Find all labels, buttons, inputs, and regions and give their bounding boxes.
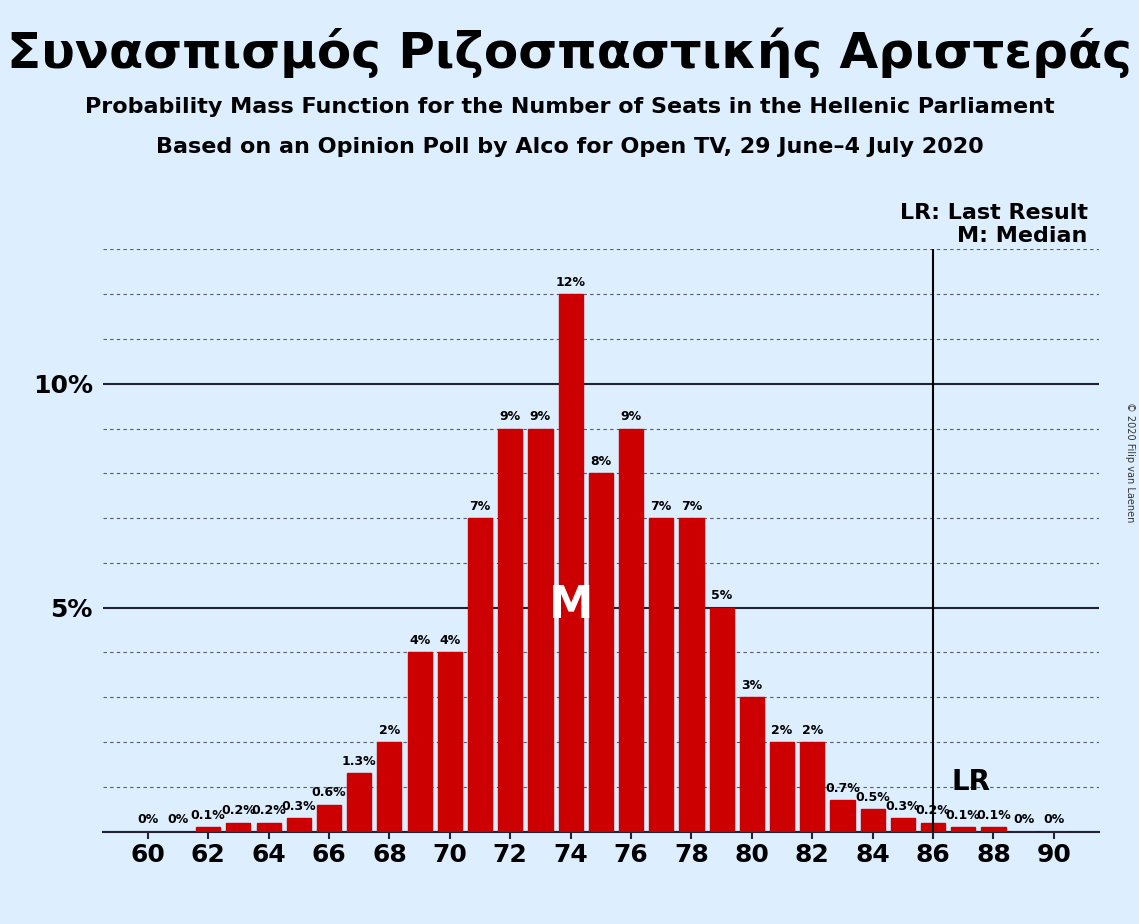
Text: 7%: 7%	[650, 500, 672, 513]
Bar	[347, 773, 371, 832]
Text: 9%: 9%	[621, 410, 641, 423]
Bar	[618, 429, 644, 832]
Text: 2%: 2%	[771, 723, 793, 736]
Bar	[649, 518, 673, 832]
Bar	[227, 822, 251, 832]
Bar	[770, 742, 794, 832]
Text: Based on an Opinion Poll by Alco for Open TV, 29 June–4 July 2020: Based on an Opinion Poll by Alco for Ope…	[156, 137, 983, 157]
Bar	[437, 652, 462, 832]
Text: M: M	[549, 584, 592, 627]
Text: 0%: 0%	[1013, 813, 1034, 826]
Bar	[982, 827, 1006, 832]
Text: © 2020 Filip van Laenen: © 2020 Filip van Laenen	[1125, 402, 1134, 522]
Bar	[256, 822, 280, 832]
Text: 0%: 0%	[137, 813, 158, 826]
Bar	[317, 805, 341, 832]
Text: 0.5%: 0.5%	[855, 791, 890, 804]
Text: 0.2%: 0.2%	[916, 804, 950, 817]
Text: 0.3%: 0.3%	[281, 800, 317, 813]
Text: 0.1%: 0.1%	[191, 808, 226, 821]
Text: Συνασπισμός Ριζοσπαστικής Αριστεράς: Συνασπισμός Ριζοσπαστικής Αριστεράς	[7, 28, 1132, 79]
Bar	[951, 827, 975, 832]
Bar	[589, 473, 613, 832]
Text: 4%: 4%	[440, 634, 460, 647]
Text: 0.2%: 0.2%	[252, 804, 286, 817]
Bar	[891, 818, 915, 832]
Text: 9%: 9%	[530, 410, 551, 423]
Text: 9%: 9%	[500, 410, 521, 423]
Bar	[377, 742, 401, 832]
Bar	[498, 429, 523, 832]
Text: M: Median: M: Median	[958, 226, 1088, 247]
Text: 2%: 2%	[379, 723, 400, 736]
Text: 4%: 4%	[409, 634, 431, 647]
Text: 0.3%: 0.3%	[885, 800, 920, 813]
Text: 2%: 2%	[802, 723, 822, 736]
Text: 7%: 7%	[469, 500, 491, 513]
Text: 3%: 3%	[741, 679, 762, 692]
Text: 0%: 0%	[167, 813, 189, 826]
Bar	[739, 698, 764, 832]
Bar	[468, 518, 492, 832]
Bar	[528, 429, 552, 832]
Text: LR: Last Result: LR: Last Result	[900, 203, 1088, 224]
Bar	[830, 800, 854, 832]
Bar	[800, 742, 825, 832]
Text: 12%: 12%	[556, 276, 585, 289]
Bar	[710, 608, 734, 832]
Text: 1.3%: 1.3%	[342, 755, 377, 768]
Text: 7%: 7%	[681, 500, 702, 513]
Text: 0%: 0%	[1043, 813, 1065, 826]
Bar	[196, 827, 220, 832]
Text: 0.6%: 0.6%	[312, 786, 346, 799]
Bar	[287, 818, 311, 832]
Bar	[408, 652, 432, 832]
Bar	[679, 518, 704, 832]
Text: 5%: 5%	[711, 590, 732, 602]
Text: 8%: 8%	[590, 455, 612, 468]
Bar	[558, 294, 583, 832]
Text: LR: LR	[951, 768, 990, 796]
Text: 0.1%: 0.1%	[976, 808, 1010, 821]
Bar	[921, 822, 945, 832]
Text: 0.2%: 0.2%	[221, 804, 256, 817]
Bar	[861, 809, 885, 832]
Text: 0.7%: 0.7%	[825, 782, 860, 795]
Text: Probability Mass Function for the Number of Seats in the Hellenic Parliament: Probability Mass Function for the Number…	[84, 97, 1055, 117]
Text: 0.1%: 0.1%	[945, 808, 981, 821]
